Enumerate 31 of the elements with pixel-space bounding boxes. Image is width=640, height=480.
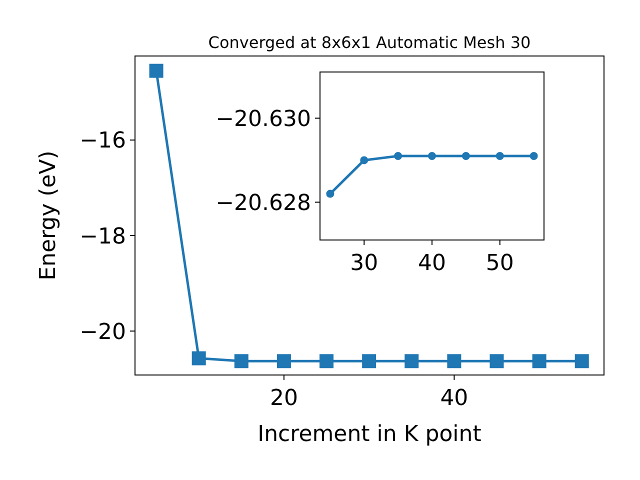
y-tick-label: −16 bbox=[80, 128, 126, 154]
point bbox=[447, 354, 462, 368]
point bbox=[149, 64, 164, 78]
x-tick-label: 40 bbox=[440, 386, 468, 411]
x-tick-label: 30 bbox=[350, 251, 378, 276]
y-axis-title: Energy (eV) bbox=[36, 150, 61, 280]
chart-title: Converged at 8x6x1 Automatic Mesh 30 bbox=[208, 33, 531, 52]
point bbox=[234, 354, 248, 368]
point bbox=[320, 354, 334, 368]
point bbox=[490, 354, 504, 368]
point bbox=[574, 354, 589, 368]
y-tick-label: −20.628 bbox=[216, 190, 311, 216]
x-tick-label: 50 bbox=[486, 251, 514, 276]
point bbox=[496, 152, 504, 160]
x-tick-label: 20 bbox=[270, 386, 298, 411]
point bbox=[362, 354, 376, 368]
point bbox=[428, 152, 436, 160]
point bbox=[404, 354, 419, 368]
point bbox=[462, 152, 470, 160]
point bbox=[326, 190, 334, 198]
y-tick-label: −20.630 bbox=[216, 106, 311, 132]
point bbox=[192, 351, 206, 366]
x-axis-title: Increment in K point bbox=[258, 422, 482, 447]
point bbox=[394, 152, 402, 160]
point bbox=[360, 156, 368, 164]
point bbox=[276, 354, 291, 368]
point bbox=[532, 354, 546, 368]
y-tick-label: −20 bbox=[80, 320, 126, 345]
x-tick-label: 40 bbox=[418, 251, 446, 276]
point bbox=[530, 152, 538, 160]
y-tick-label: −18 bbox=[80, 224, 126, 250]
